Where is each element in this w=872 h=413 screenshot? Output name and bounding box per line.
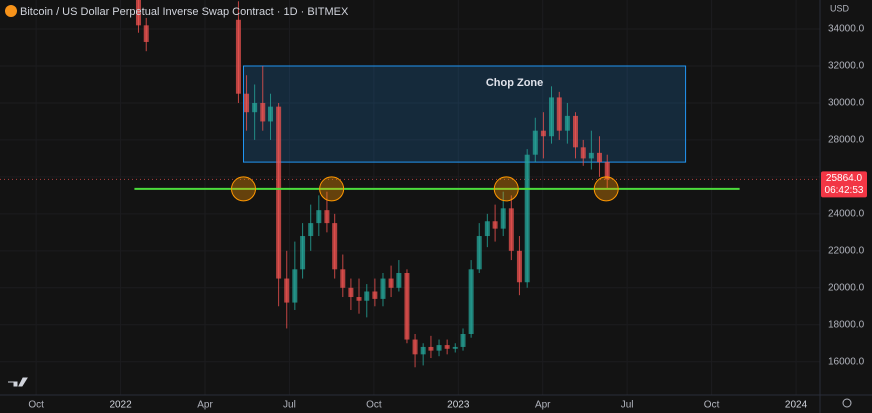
candle-body — [532, 130, 538, 155]
x-tick-label: Oct — [28, 400, 44, 411]
candle-body — [564, 115, 570, 131]
touch-marker — [319, 176, 345, 202]
x-tick-label: Jul — [621, 400, 634, 411]
candle-body — [332, 223, 338, 270]
coin-icon — [5, 5, 17, 17]
y-tick-label: 18000.0 — [828, 319, 865, 330]
candle-body — [372, 291, 378, 299]
chop-zone — [243, 65, 687, 163]
candle-body — [135, 0, 141, 26]
countdown: 06:42:53 — [825, 185, 864, 196]
touch-marker — [231, 176, 257, 202]
logo[interactable] — [8, 377, 28, 387]
candle-body — [268, 106, 274, 122]
touch-marker — [493, 176, 519, 202]
x-tick-label: Oct — [704, 400, 720, 411]
y-tick-label: 34000.0 — [828, 24, 865, 35]
candle-body — [508, 208, 514, 251]
plot: Chop Zone — [0, 0, 820, 368]
candle-body — [404, 273, 410, 340]
candle-body — [292, 269, 298, 303]
candle-body — [460, 334, 466, 347]
candle-body — [388, 278, 394, 288]
candle-body — [500, 208, 506, 229]
x-tick-label: Apr — [197, 400, 213, 411]
x-tick-label: 2024 — [785, 400, 808, 411]
candle-body — [396, 273, 402, 288]
candle-body — [412, 339, 418, 355]
candle-body — [380, 278, 386, 299]
last-price-label: 25864.0 — [826, 173, 863, 184]
candle-body — [476, 236, 482, 270]
x-tick-label: Oct — [366, 400, 382, 411]
candle-body — [284, 278, 290, 303]
candle-body — [492, 221, 498, 229]
candle-body — [484, 221, 490, 237]
x-tick-label: 2023 — [447, 400, 470, 411]
candle-body — [420, 346, 426, 355]
candle-body — [588, 152, 594, 159]
candle-body — [235, 19, 241, 94]
candle-body — [428, 346, 434, 351]
candle-body — [604, 162, 610, 180]
y-tick-label: 24000.0 — [828, 208, 865, 219]
candle-body — [468, 269, 474, 335]
candle-body — [324, 210, 330, 224]
candle-body — [300, 236, 306, 270]
candle-body — [580, 147, 586, 159]
candle-body — [244, 93, 250, 113]
y-tick-label: 30000.0 — [828, 98, 865, 109]
candle-body — [436, 345, 442, 351]
zone-label: Chop Zone — [486, 77, 543, 89]
y-tick-label: 32000.0 — [828, 61, 865, 72]
candle-body — [316, 210, 322, 224]
y-tick-label: 16000.0 — [828, 356, 865, 367]
candle-body — [308, 223, 314, 237]
candle-body — [348, 287, 354, 298]
candle-body — [340, 269, 346, 288]
candle-body — [364, 291, 370, 301]
candle-body — [596, 152, 602, 163]
y-tick-label: 22000.0 — [828, 245, 865, 256]
x-tick-label: 2022 — [109, 400, 132, 411]
candle-body — [356, 297, 362, 301]
candle-body — [516, 250, 522, 283]
candle-body — [276, 106, 282, 279]
chart-title: Bitcoin / US Dollar Perpetual Inverse Sw… — [20, 6, 349, 18]
grid — [0, 0, 820, 395]
y-tick-label: 20000.0 — [828, 282, 865, 293]
candle-body — [556, 97, 562, 131]
candle-body — [540, 130, 546, 137]
candle-body — [444, 345, 450, 349]
x-tick-label: Jul — [283, 400, 296, 411]
currency[interactable]: USD — [830, 3, 850, 13]
price-label-box — [821, 171, 867, 198]
candle-body — [252, 102, 258, 113]
candle-body — [143, 25, 149, 42]
x-tick-label: Apr — [535, 400, 551, 411]
candle-body — [260, 102, 266, 122]
candle-body — [572, 115, 578, 148]
y-tick-label: 28000.0 — [828, 135, 865, 146]
candle-body — [524, 154, 530, 283]
touch-marker — [593, 176, 619, 202]
candle-body — [452, 346, 458, 349]
settings-icon[interactable] — [842, 398, 852, 408]
candle-body — [549, 97, 555, 137]
